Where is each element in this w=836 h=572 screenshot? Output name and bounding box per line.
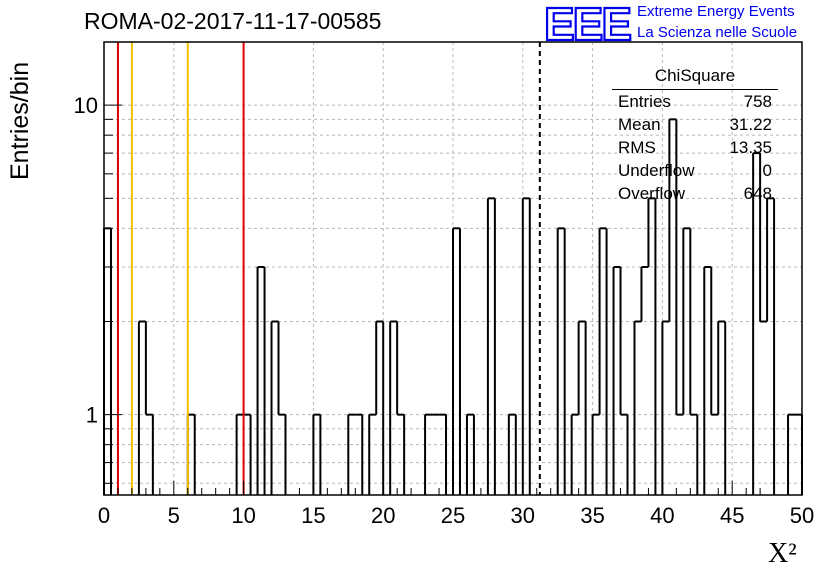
chart-title: ROMA-02-2017-11-17-00585 <box>84 8 382 34</box>
x-tick-label: 40 <box>650 503 674 528</box>
x-tick-label: 15 <box>301 503 325 528</box>
x-tick-label: 10 <box>231 503 255 528</box>
stats-value: 31.22 <box>729 115 772 134</box>
y-axis-label: Entries/bin <box>6 61 34 180</box>
x-tick-label: 0 <box>98 503 110 528</box>
stats-row-mean: Mean 31.22 <box>618 115 772 137</box>
stats-label: Entries <box>618 92 671 111</box>
stats-row-rms: RMS 13.35 <box>618 138 772 160</box>
x-tick-label: 45 <box>720 503 744 528</box>
stats-value: 13.35 <box>729 138 772 157</box>
x-tick-label: 35 <box>580 503 604 528</box>
stats-row-underflow: Underflow 0 <box>618 161 772 183</box>
x-tick-label: 5 <box>168 503 180 528</box>
x-tick-label: 30 <box>511 503 535 528</box>
x-tick-label: 25 <box>441 503 465 528</box>
x-tick-label: 20 <box>371 503 395 528</box>
stats-value: 0 <box>762 161 772 180</box>
logo-line-1: Extreme Energy Events <box>637 3 795 20</box>
stats-label: Mean <box>618 115 661 134</box>
reference-lines <box>116 42 541 495</box>
stats-row-entries: Entries 758 <box>618 92 772 114</box>
x-tick-label: 50 <box>790 503 814 528</box>
stats-row-overflow: Overflow 648 <box>618 184 772 206</box>
stats-box: ChiSquare Entries 758 Mean 31.22 RMS 13.… <box>612 66 778 208</box>
stats-label: RMS <box>618 138 656 157</box>
axis-ticks: 0 5 10 15 20 25 30 35 40 45 50 1 10 <box>74 93 815 528</box>
stats-value: 758 <box>743 92 772 111</box>
stats-label: Overflow <box>618 184 686 203</box>
eee-logo-letters: EEE <box>544 2 630 42</box>
logo-line-2: La Scienza nelle Scuole <box>637 24 798 41</box>
y-tick-label: 1 <box>86 403 98 428</box>
stats-title: ChiSquare <box>654 66 736 85</box>
stats-value: 648 <box>743 184 772 203</box>
x-axis-label: X² <box>768 538 797 569</box>
stats-label: Underflow <box>618 161 695 180</box>
stats-divider <box>612 89 778 90</box>
eee-logo: EEE <box>544 2 632 42</box>
y-tick-label: 10 <box>74 93 98 118</box>
